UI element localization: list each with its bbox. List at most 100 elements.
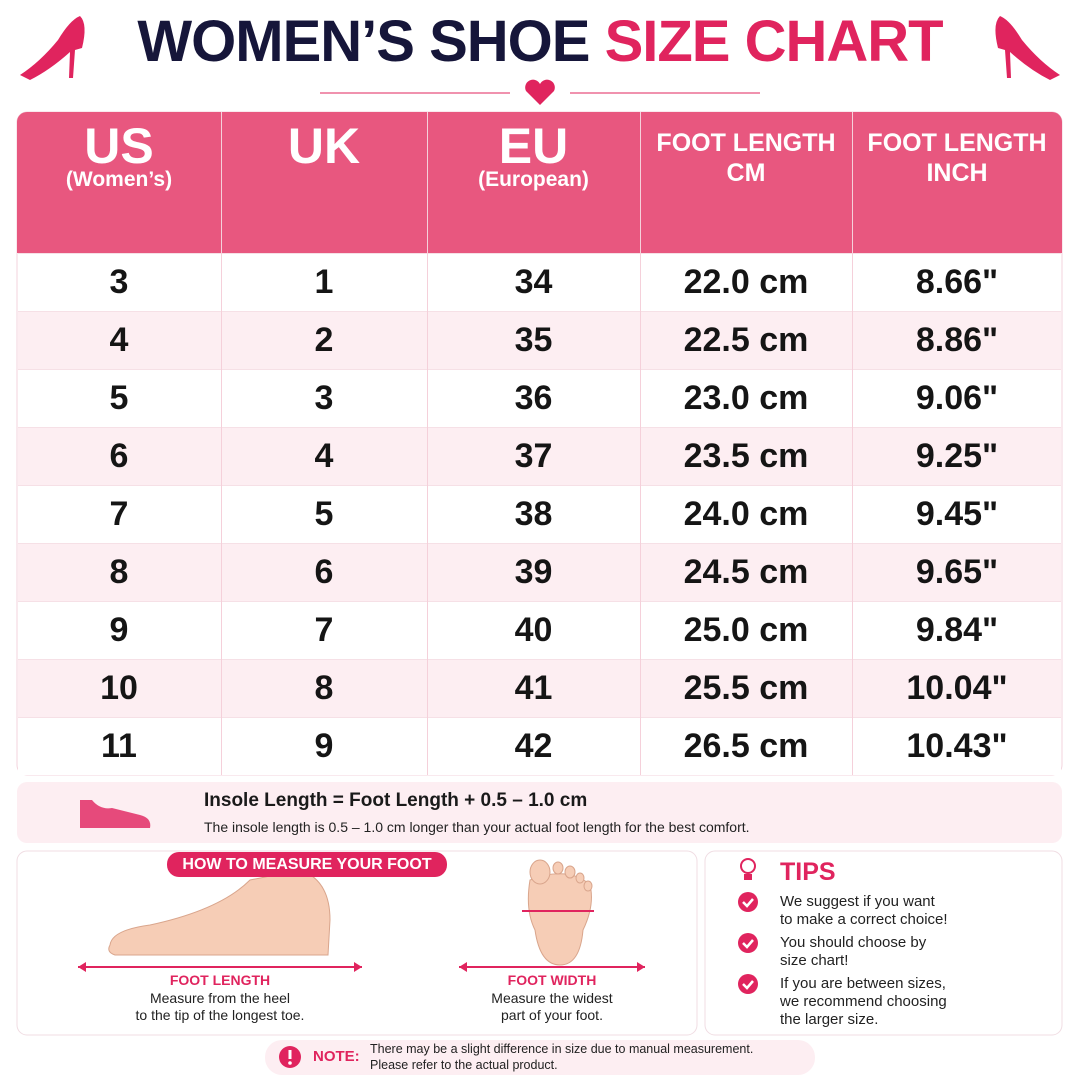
table-row: [18, 543, 1061, 601]
measure-pill: [167, 852, 447, 877]
table-header: [17, 112, 1062, 253]
table-cell: 8: [109, 552, 129, 591]
column-title: UK: [287, 118, 361, 174]
table-cell: 23.5 cm: [683, 436, 809, 475]
text-line: Measure from the heel: [149, 990, 291, 1006]
table-cell: 7: [109, 494, 129, 533]
insole-description: The insole length is 0.5 – 1.0 cm longer…: [204, 819, 750, 835]
table-cell: 7: [314, 610, 334, 649]
heel-icon: [20, 16, 1060, 80]
measure-title: HOW TO MEASURE YOUR FOOT: [182, 856, 432, 873]
text-line: Please refer to the actual product.: [370, 1058, 558, 1072]
table-cell: 26.5 cm: [683, 726, 809, 765]
tips-title: TIPS: [780, 858, 836, 886]
table-cell: 9.45": [915, 494, 999, 533]
table-cell: 40: [514, 610, 553, 649]
note-label: NOTE:: [313, 1048, 360, 1065]
table-cell: 6: [109, 436, 129, 475]
column-title: US: [84, 118, 154, 174]
table-cell: 5: [314, 494, 334, 533]
shoe-icon: [80, 800, 151, 828]
bulb-icon: [744, 874, 752, 880]
measure-panel: [16, 850, 698, 1036]
table-row: [18, 253, 1061, 311]
column-subtitle: (European): [478, 168, 589, 191]
table-cell: 24.0 cm: [683, 494, 809, 533]
title-dark: WOMEN’S SHOE: [137, 9, 590, 74]
column-subtitle: INCH: [926, 159, 988, 187]
toes: [529, 859, 593, 892]
column-divider: [221, 112, 222, 775]
table-cell: 9: [314, 726, 334, 765]
tip-line: to make a correct choice!: [780, 911, 948, 928]
tip-line: We suggest if you want: [780, 893, 935, 910]
table-cell: 10: [100, 668, 138, 707]
bulb-icon: [740, 858, 756, 874]
column-subtitle: (Women’s): [65, 168, 173, 191]
text-line: part of your foot.: [501, 1007, 603, 1023]
table-cell: 24.5 cm: [683, 552, 809, 591]
length-text: Measure from the heel to the tip of the …: [80, 990, 360, 1024]
table-cell: 1: [314, 262, 334, 301]
table-cell: 37: [514, 436, 553, 475]
table-cell: 6: [314, 552, 334, 591]
note-icon: [288, 1061, 292, 1065]
table-row: [18, 717, 1061, 775]
width-label: FOOT WIDTH: [507, 972, 597, 988]
table-cell: 23.0 cm: [683, 378, 809, 417]
column-divider: [852, 112, 853, 775]
table-row: [18, 601, 1061, 659]
table-cell: 42: [514, 726, 553, 765]
table-cell: 4: [109, 320, 129, 359]
text-line: There may be a slight difference in size…: [370, 1042, 754, 1056]
table-cell: 9.65": [915, 552, 999, 591]
check-marks: [742, 898, 754, 990]
tip-line: we recommend choosing: [780, 993, 947, 1010]
width-text: Measure the widest part of your foot.: [452, 990, 652, 1024]
note-text: There may be a slight difference in size…: [370, 1041, 753, 1073]
tip-line: the larger size.: [780, 1011, 879, 1028]
table-cell: 11: [101, 726, 137, 765]
table-cell: 8: [314, 668, 334, 707]
table-cell: 9.06": [915, 378, 999, 417]
table-cell: 22.5 cm: [683, 320, 809, 359]
column-title: FOOT LENGTH: [656, 129, 836, 157]
note-pill: [265, 1040, 815, 1075]
table-cell: 4: [314, 436, 334, 475]
title: WOMEN’S SHOE SIZE CHART: [0, 8, 1080, 75]
column-divider: [640, 112, 641, 775]
title-pink: SIZE CHART: [604, 9, 944, 74]
table-cell: 25.0 cm: [683, 610, 809, 649]
table-cell: 25.5 cm: [683, 668, 809, 707]
tip-line: You should choose by: [780, 934, 927, 951]
check-icons: [738, 892, 758, 994]
table-cell: 9.84": [915, 610, 999, 649]
tips-panel: [704, 850, 1063, 1036]
table-row: [18, 311, 1061, 369]
column-subtitle: CM: [726, 159, 766, 187]
column-title: FOOT LENGTH: [867, 129, 1047, 157]
table-cell: 9.25": [915, 436, 999, 475]
tip-line: size chart!: [780, 952, 849, 969]
insole-formula: Insole Length = Foot Length + 0.5 – 1.0 …: [204, 790, 588, 811]
note-icon: [288, 1050, 292, 1059]
column-title: EU: [498, 118, 569, 174]
length-label: FOOT LENGTH: [169, 972, 271, 988]
table-row: [18, 485, 1061, 543]
table-cell: 3: [109, 262, 129, 301]
table-cell: 10.43": [906, 726, 1008, 765]
table-cell: 41: [514, 668, 553, 707]
column-divider: [427, 112, 428, 775]
text-line: Measure the widest: [491, 990, 613, 1006]
table-row: [18, 659, 1061, 717]
table-cell: 22.0 cm: [683, 262, 809, 301]
table-cell: 9: [109, 610, 129, 649]
table-cell: 10.04": [906, 668, 1008, 707]
table-cell: 38: [514, 494, 553, 533]
heart: [525, 79, 555, 105]
table-row: [18, 427, 1061, 485]
table-cell: 34: [514, 262, 553, 301]
table-cell: 36: [514, 378, 553, 417]
text-line: to the tip of the longest toe.: [135, 1007, 305, 1023]
